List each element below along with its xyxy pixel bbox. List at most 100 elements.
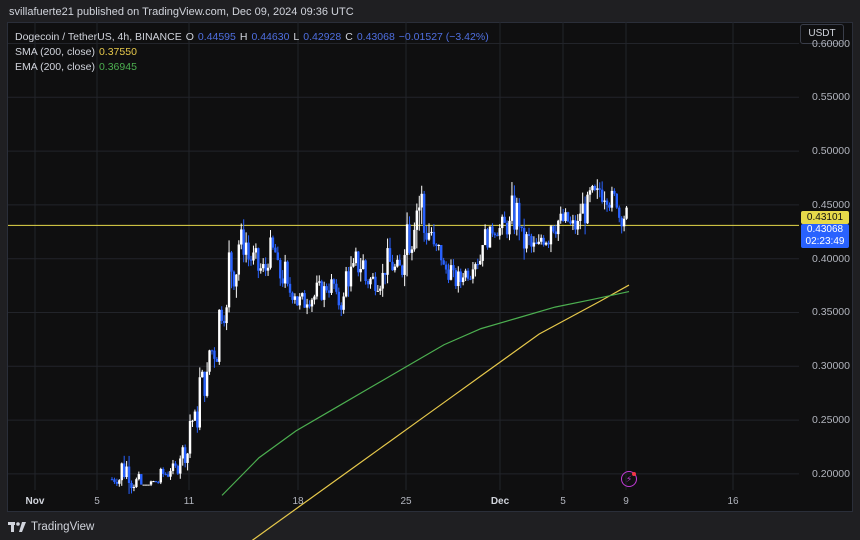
candle-body [308,304,311,307]
candle-body [613,190,616,194]
candle-body [342,296,345,310]
candle-body [381,272,384,289]
open-label: O [185,31,194,43]
candle-body [388,248,392,262]
sma-label[interactable]: SMA (200, close) [15,46,95,58]
candle-body [508,220,511,235]
footer-brand-label: TradingView [31,521,95,533]
candle-body [542,237,545,245]
candle-body [140,474,143,485]
candle-body [135,479,138,487]
candle-body [525,234,528,249]
bar-countdown: 02:23:49 [805,236,845,247]
high-label: H [239,31,248,43]
last-price-value: 0.43068 [806,224,844,235]
candle-body [622,218,626,227]
y-tick-label: 0.60000 [812,37,850,50]
candle-body [498,228,501,236]
candle-body [210,350,214,352]
candle-body [491,226,494,234]
candle-body [488,226,492,248]
candle-body [337,291,340,306]
candle-body [483,229,487,246]
candle-body [298,296,301,306]
candle-body [232,271,236,287]
footer-brand[interactable]: TradingView [8,518,94,536]
candle-body [493,233,497,236]
candle-body [393,266,397,271]
lightning-icon[interactable]: ⚡ [621,471,637,487]
candle-body [364,260,367,282]
candle-body [481,245,484,261]
candle-body [352,263,355,267]
candle-body [437,245,440,247]
candle-body [340,305,343,310]
symbol-title[interactable]: Dogecoin / TetherUS, 4h, BINANCE [15,31,182,43]
candle-body [266,267,270,271]
candle-body [579,213,582,221]
candle-body [291,292,294,300]
candle-body [620,217,623,227]
candle-body [132,486,136,489]
candle-body [274,247,277,253]
candle-body [237,244,241,275]
candle-body [193,411,197,421]
candle-body [120,463,123,481]
x-tick-label: 16 [727,496,739,507]
chart-legend: Dogecoin / TetherUS, 4h, BINANCE O 0.4459… [15,30,489,75]
candle-body [259,268,262,271]
candle-body [142,484,145,486]
chart-frame[interactable] [7,22,853,512]
candle-body [505,222,509,235]
low-value: 0.42928 [303,31,342,43]
candle-body [454,270,458,287]
candle-body [452,265,455,271]
candle-body [196,411,199,428]
candle-body [527,234,531,236]
currency-button[interactable]: USDT [800,24,844,44]
candle-body [554,231,558,235]
candle-body [186,453,189,463]
candle-body [244,242,248,255]
candle-body [240,229,243,245]
y-tick-label: 0.35000 [812,306,850,319]
candle-body [325,286,328,291]
candle-body [603,200,606,202]
ema-label[interactable]: EMA (200, close) [15,61,95,73]
candle-body [588,190,592,195]
candle-body [286,261,289,284]
candle-body [361,260,365,270]
candle-body [330,279,333,293]
candle-body [164,473,167,475]
candle-body [466,270,470,279]
y-tick-label: 0.25000 [812,414,850,427]
candle-body [203,371,206,396]
candle-body [518,202,521,227]
candle-body [371,276,375,279]
candle-body [264,264,267,271]
candle-body [510,195,514,221]
tradingview-logo-icon [8,522,26,532]
candle-body [420,193,423,208]
candle-body [430,231,433,234]
candle-body [191,420,194,422]
candle-body [366,281,370,285]
candle-body [225,307,228,324]
x-tick-label: 9 [623,496,629,507]
candle-body [249,259,253,261]
candle-body [198,377,201,428]
candle-body [354,251,358,264]
candle-body [559,213,562,221]
candle-body [162,468,165,474]
candle-body [276,252,280,260]
candle-body [440,245,443,261]
candle-body [552,226,555,232]
candle-body [169,470,172,477]
candle-body [347,271,350,287]
candle-body [396,259,399,267]
candle-body [257,248,260,271]
candle-body [379,288,382,291]
candle-body [410,249,414,253]
candle-body [125,466,128,478]
